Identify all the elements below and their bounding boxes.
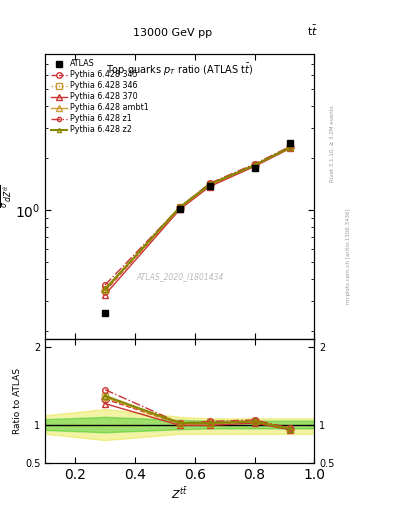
ATLAS [252, 165, 257, 171]
ATLAS [103, 310, 107, 316]
Y-axis label: $\frac{1}{\sigma}\frac{d\sigma^{t\bar{t}}}{dZ^{t\bar{t}}}$: $\frac{1}{\sigma}\frac{d\sigma^{t\bar{t}… [0, 185, 14, 208]
Y-axis label: Ratio to ATLAS: Ratio to ATLAS [13, 368, 22, 434]
Text: ATLAS_2020_I1801434: ATLAS_2020_I1801434 [136, 272, 224, 281]
ATLAS [208, 183, 212, 189]
Text: Rivet 3.1.10, ≥ 3.2M events: Rivet 3.1.10, ≥ 3.2M events [330, 105, 335, 182]
X-axis label: $Z^{t\bar{t}}$: $Z^{t\bar{t}}$ [171, 485, 188, 501]
Text: Top quarks $p_T$ ratio (ATLAS t$\bar{t}$): Top quarks $p_T$ ratio (ATLAS t$\bar{t}$… [106, 62, 253, 78]
ATLAS [178, 206, 182, 212]
Text: t$\bar{t}$: t$\bar{t}$ [307, 24, 318, 38]
ATLAS [288, 140, 293, 146]
Legend: ATLAS, Pythia 6.428 345, Pythia 6.428 346, Pythia 6.428 370, Pythia 6.428 ambt1,: ATLAS, Pythia 6.428 345, Pythia 6.428 34… [49, 58, 151, 136]
Line: ATLAS: ATLAS [101, 139, 294, 316]
Text: mcplots.cern.ch [arXiv:1306.3436]: mcplots.cern.ch [arXiv:1306.3436] [346, 208, 351, 304]
Text: 13000 GeV pp: 13000 GeV pp [133, 28, 213, 38]
